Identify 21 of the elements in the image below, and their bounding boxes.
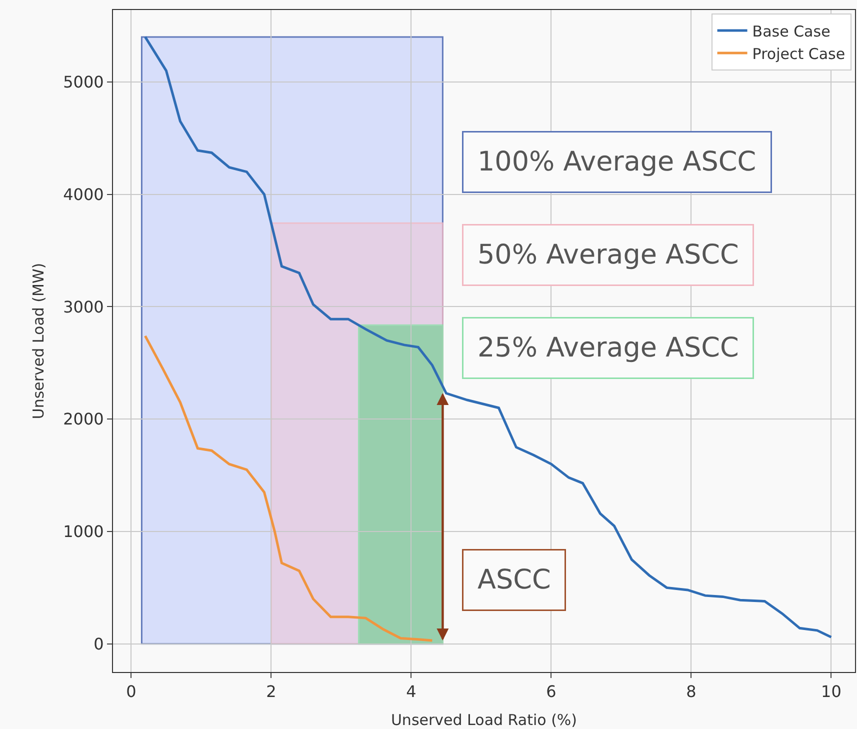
band-label: 100% Average ASCC <box>478 146 756 178</box>
x-tick-label: 4 <box>406 682 416 702</box>
x-tick-label: 10 <box>821 682 842 702</box>
x-tick-label: 2 <box>266 682 276 702</box>
y-tick-label: 2000 <box>63 410 104 429</box>
legend-label: Project Case <box>752 44 846 63</box>
band-label: 25% Average ASCC <box>478 332 739 364</box>
x-tick-label: 6 <box>546 682 556 702</box>
y-axis-title: Unserved Load (MW) <box>29 262 48 420</box>
x-tick-label: 0 <box>126 682 136 702</box>
annotation: ASCC <box>478 564 551 596</box>
band-label: 50% Average ASCC <box>478 240 739 270</box>
y-tick-label: 3000 <box>63 297 104 316</box>
y-tick-label: 1000 <box>63 522 104 542</box>
y-tick-label: 5000 <box>63 72 104 92</box>
line-series <box>144 334 434 642</box>
y-tick-label: 4000 <box>63 184 104 204</box>
legend-label: Base Case <box>752 22 830 40</box>
x-axis-title: Unserved Load Ratio (%) <box>390 711 578 729</box>
x-tick-label: 8 <box>686 682 696 702</box>
y-tick-label: 0 <box>94 634 104 654</box>
